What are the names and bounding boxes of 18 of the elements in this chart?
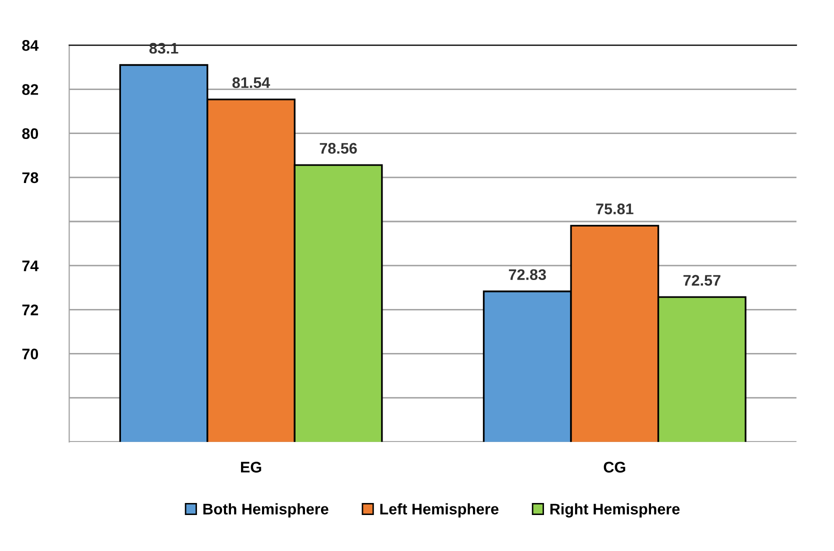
legend-label: Both Hemisphere bbox=[203, 503, 328, 518]
y-tick-label: 80 bbox=[22, 128, 38, 140]
data-label: 81.54 bbox=[232, 77, 270, 88]
data-label: 72.57 bbox=[683, 274, 720, 286]
data-label: 78.56 bbox=[320, 142, 357, 154]
data-label: 72.83 bbox=[508, 269, 546, 280]
y-tick-label: 84 bbox=[22, 40, 39, 51]
data-label: 83.1 bbox=[149, 42, 178, 54]
x-tick-label: EG bbox=[241, 462, 262, 473]
y-tick-label: 72 bbox=[22, 304, 38, 316]
y-tick-label: 74 bbox=[22, 260, 39, 272]
data-label: 75.81 bbox=[596, 204, 634, 214]
y-tick-label: 78 bbox=[22, 172, 38, 184]
x-tick-label: CG bbox=[604, 462, 626, 473]
y-tick-label: 82 bbox=[22, 84, 38, 95]
legend-label: Left Hemisphere bbox=[380, 503, 498, 518]
y-tick-label: 70 bbox=[22, 348, 38, 360]
legend-label: Right Hemisphere bbox=[550, 503, 680, 518]
